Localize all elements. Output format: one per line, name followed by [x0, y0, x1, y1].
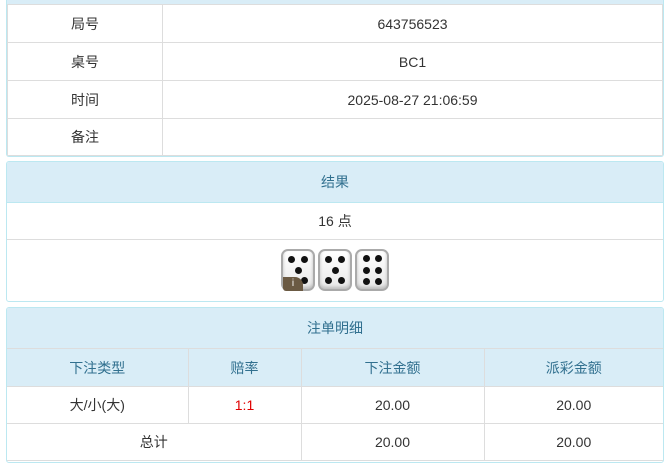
col-payout: 派彩金额 — [483, 348, 663, 387]
result-panel: 结果 16 点 i — [6, 161, 664, 302]
die-pip — [287, 255, 295, 263]
table-row: 局号 643756523 — [7, 4, 663, 43]
die-pip — [294, 266, 302, 274]
label: 时间 — [7, 80, 163, 119]
result-points: 16 点 — [7, 203, 663, 240]
total-amount: 20.00 — [300, 423, 485, 461]
die-5 — [318, 249, 352, 291]
result-title: 结果 — [7, 162, 663, 203]
die-pip — [338, 255, 346, 263]
payout: 20.00 — [483, 386, 663, 424]
round-number: 643756523 — [162, 4, 663, 43]
table-row: 大/小(大) 1:1 20.00 20.00 — [7, 386, 663, 424]
die-pip — [338, 277, 346, 285]
total-row: 总计 20.00 20.00 — [7, 423, 663, 461]
label: 备注 — [7, 118, 163, 156]
total-payout: 20.00 — [483, 423, 663, 461]
table-number: BC1 — [162, 42, 663, 81]
bet-detail-title: 注单明细 — [7, 308, 663, 349]
die-pip — [324, 277, 332, 285]
round-info-panel: 局号 643756523 桌号 BC1 时间 2025-08-27 21:06:59 … — [6, 4, 664, 157]
die-6 — [355, 249, 389, 291]
die-pip — [362, 266, 370, 274]
info-icon[interactable]: i — [283, 277, 303, 291]
die-pip — [301, 277, 309, 285]
table-row: 备注 — [7, 118, 663, 156]
time: 2025-08-27 21:06:59 — [162, 80, 663, 119]
total-label: 总计 — [7, 423, 302, 461]
col-odds: 赔率 — [187, 348, 302, 387]
die-5: i — [281, 249, 315, 291]
die-pip — [301, 255, 309, 263]
die-pip — [324, 255, 332, 263]
bet-amount: 20.00 — [300, 386, 485, 424]
remark — [162, 118, 663, 156]
table-row: 桌号 BC1 — [7, 42, 663, 81]
col-bet-amount: 下注金额 — [300, 348, 485, 387]
table-header: 下注类型 赔率 下注金额 派彩金额 — [7, 348, 663, 387]
label: 桌号 — [7, 42, 163, 81]
label: 局号 — [7, 4, 163, 43]
table-row: 时间 2025-08-27 21:06:59 — [7, 80, 663, 119]
die-pip — [374, 266, 382, 274]
die-pip — [331, 266, 339, 274]
die-pip — [362, 277, 370, 285]
dice-group: i — [281, 249, 389, 291]
die-pip — [374, 277, 382, 285]
die-pip — [374, 255, 382, 263]
col-bet-type: 下注类型 — [7, 348, 189, 387]
bet-detail-panel: 注单明细 下注类型 赔率 下注金额 派彩金额 大/小(大) 1:1 20.00 … — [6, 307, 664, 463]
odds: 1:1 — [187, 386, 302, 424]
bet-type: 大/小(大) — [7, 386, 189, 424]
die-pip — [362, 255, 370, 263]
